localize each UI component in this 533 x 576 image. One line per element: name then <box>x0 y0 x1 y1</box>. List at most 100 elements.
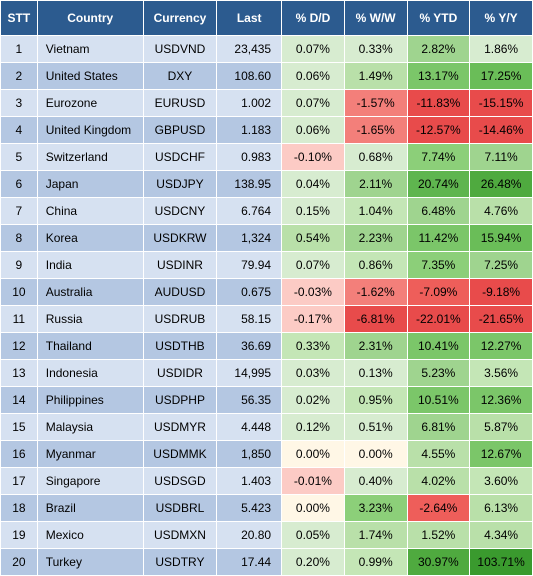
cell-stt: 2 <box>1 63 38 90</box>
cell-currency: USDPHP <box>143 387 217 414</box>
cell-ytd: 13.17% <box>407 63 470 90</box>
cell-ww: -1.57% <box>344 90 407 117</box>
cell-dd: 0.12% <box>282 414 345 441</box>
cell-yy: 17.25% <box>470 63 533 90</box>
cell-yy: 1.86% <box>470 36 533 63</box>
cell-dd: 0.00% <box>282 495 345 522</box>
cell-dd: -0.17% <box>282 306 345 333</box>
cell-ww: 0.40% <box>344 468 407 495</box>
cell-yy: 7.25% <box>470 252 533 279</box>
header-ww: % W/W <box>344 1 407 36</box>
cell-country: Indonesia <box>37 360 143 387</box>
cell-currency: USDMMK <box>143 441 217 468</box>
cell-last: 1.183 <box>217 117 282 144</box>
table-row: 16MyanmarUSDMMK1,8500.00%0.00%4.55%12.67… <box>1 441 533 468</box>
cell-stt: 18 <box>1 495 38 522</box>
cell-yy: 5.87% <box>470 414 533 441</box>
cell-country: Mexico <box>37 522 143 549</box>
cell-dd: 0.20% <box>282 549 345 576</box>
cell-ww: 1.49% <box>344 63 407 90</box>
cell-ww: 0.51% <box>344 414 407 441</box>
cell-stt: 3 <box>1 90 38 117</box>
table-row: 9IndiaUSDINR79.940.07%0.86%7.35%7.25% <box>1 252 533 279</box>
table-row: 3EurozoneEURUSD1.0020.07%-1.57%-11.83%-1… <box>1 90 533 117</box>
cell-last: 1,324 <box>217 225 282 252</box>
table-row: 18BrazilUSDBRL5.4230.00%3.23%-2.64%6.13% <box>1 495 533 522</box>
cell-dd: 0.06% <box>282 117 345 144</box>
cell-ww: 3.23% <box>344 495 407 522</box>
cell-ytd: 7.74% <box>407 144 470 171</box>
cell-yy: 15.94% <box>470 225 533 252</box>
cell-ww: 0.68% <box>344 144 407 171</box>
table-row: 12ThailandUSDTHB36.690.33%2.31%10.41%12.… <box>1 333 533 360</box>
header-stt: STT <box>1 1 38 36</box>
cell-stt: 9 <box>1 252 38 279</box>
cell-yy: 4.76% <box>470 198 533 225</box>
cell-stt: 10 <box>1 279 38 306</box>
cell-stt: 13 <box>1 360 38 387</box>
cell-dd: 0.06% <box>282 63 345 90</box>
cell-country: Thailand <box>37 333 143 360</box>
cell-dd: 0.02% <box>282 387 345 414</box>
cell-country: Australia <box>37 279 143 306</box>
cell-dd: -0.10% <box>282 144 345 171</box>
header-country: Country <box>37 1 143 36</box>
cell-dd: -0.01% <box>282 468 345 495</box>
cell-stt: 20 <box>1 549 38 576</box>
currency-table: STT Country Currency Last % D/D % W/W % … <box>0 0 533 576</box>
cell-country: Japan <box>37 171 143 198</box>
cell-ytd: -11.83% <box>407 90 470 117</box>
cell-ytd: 1.52% <box>407 522 470 549</box>
table-row: 11RussiaUSDRUB58.15-0.17%-6.81%-22.01%-2… <box>1 306 533 333</box>
cell-currency: USDSGD <box>143 468 217 495</box>
cell-country: Philippines <box>37 387 143 414</box>
cell-last: 4.448 <box>217 414 282 441</box>
cell-last: 0.675 <box>217 279 282 306</box>
cell-last: 36.69 <box>217 333 282 360</box>
cell-last: 56.35 <box>217 387 282 414</box>
cell-country: China <box>37 198 143 225</box>
cell-yy: -21.65% <box>470 306 533 333</box>
cell-dd: -0.03% <box>282 279 345 306</box>
cell-ytd: 7.35% <box>407 252 470 279</box>
cell-country: Eurozone <box>37 90 143 117</box>
cell-yy: 6.13% <box>470 495 533 522</box>
cell-ytd: -2.64% <box>407 495 470 522</box>
table-row: 20TurkeyUSDTRY17.440.20%0.99%30.97%103.7… <box>1 549 533 576</box>
table-row: 2United StatesDXY108.600.06%1.49%13.17%1… <box>1 63 533 90</box>
cell-ww: -6.81% <box>344 306 407 333</box>
table-row: 19MexicoUSDMXN20.800.05%1.74%1.52%4.34% <box>1 522 533 549</box>
cell-currency: USDVND <box>143 36 217 63</box>
cell-yy: 3.56% <box>470 360 533 387</box>
cell-currency: GBPUSD <box>143 117 217 144</box>
cell-stt: 19 <box>1 522 38 549</box>
cell-ytd: 6.81% <box>407 414 470 441</box>
cell-yy: -9.18% <box>470 279 533 306</box>
cell-currency: DXY <box>143 63 217 90</box>
cell-last: 6.764 <box>217 198 282 225</box>
cell-currency: USDIDR <box>143 360 217 387</box>
cell-country: Malaysia <box>37 414 143 441</box>
cell-stt: 11 <box>1 306 38 333</box>
cell-ytd: 30.97% <box>407 549 470 576</box>
cell-ytd: -22.01% <box>407 306 470 333</box>
cell-ytd: 20.74% <box>407 171 470 198</box>
cell-ytd: 10.41% <box>407 333 470 360</box>
cell-dd: 0.04% <box>282 171 345 198</box>
cell-stt: 15 <box>1 414 38 441</box>
cell-country: Switzerland <box>37 144 143 171</box>
cell-stt: 17 <box>1 468 38 495</box>
cell-ww: 0.95% <box>344 387 407 414</box>
header-yy: % Y/Y <box>470 1 533 36</box>
cell-ytd: 4.02% <box>407 468 470 495</box>
header-dd: % D/D <box>282 1 345 36</box>
cell-ytd: -7.09% <box>407 279 470 306</box>
cell-country: Singapore <box>37 468 143 495</box>
cell-country: Vietnam <box>37 36 143 63</box>
cell-ytd: 10.51% <box>407 387 470 414</box>
cell-stt: 1 <box>1 36 38 63</box>
cell-last: 5.423 <box>217 495 282 522</box>
cell-last: 0.983 <box>217 144 282 171</box>
cell-ww: 0.00% <box>344 441 407 468</box>
cell-ww: 0.86% <box>344 252 407 279</box>
